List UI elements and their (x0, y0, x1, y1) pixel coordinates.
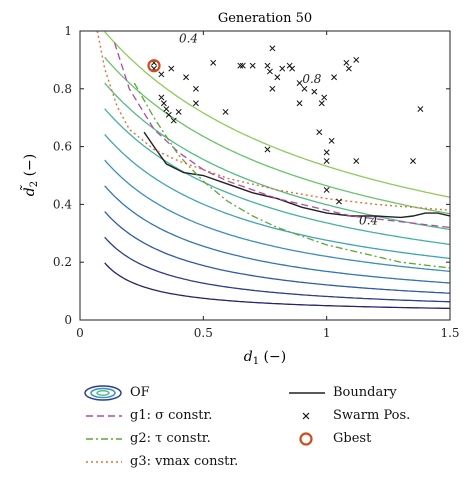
legend-item-boundary: Boundary (285, 382, 397, 404)
swarm-point (336, 198, 342, 205)
legend-label-of: OF (130, 385, 150, 400)
swarm-point (323, 186, 330, 193)
of-contour-line (104, 82, 450, 231)
swarm-point (296, 100, 303, 107)
swarm-point (269, 45, 276, 52)
y-tick-label: 0.8 (53, 82, 72, 96)
swarm-point (343, 59, 350, 66)
swarm-point (353, 158, 360, 165)
swarm-point (237, 62, 244, 69)
swarm-point (296, 80, 303, 86)
swarm-point (323, 149, 330, 156)
swarm-point (316, 129, 323, 136)
swarm-point (249, 62, 256, 69)
plot-frame (79, 30, 451, 321)
swarm-point (279, 65, 286, 72)
swarm-point (222, 108, 229, 115)
legend-label-g3: g3: vmax constr. (130, 454, 239, 469)
swarm-point (163, 106, 170, 112)
x-tick-label: 0 (76, 326, 84, 340)
x-axis-label: d1 (−) (244, 349, 286, 367)
swarm-point (158, 94, 165, 101)
legend-swatch-g2 (86, 438, 122, 440)
swarm-point (328, 137, 335, 144)
x-tick-label: 1 (323, 326, 331, 340)
contour-label: 0.4 (359, 214, 378, 228)
swarm-point (158, 71, 165, 78)
legend-swatch-gbest (299, 432, 313, 446)
y-tick-label: 0.6 (53, 140, 72, 154)
swarm-point (301, 85, 308, 92)
plot-area: 0.4 0.8 0.4 0 0.5 1 1.5 0 0.2 0.4 0.6 0.8 1 (53, 24, 460, 340)
series-line-0 (143, 131, 450, 219)
of-contour-line (104, 211, 450, 294)
swarm-point (318, 100, 325, 107)
legend-label-g2: g2: τ constr. (130, 431, 211, 446)
swarm-point (165, 111, 172, 118)
legend-item-of: OF (82, 382, 150, 404)
swarm-point (410, 158, 416, 165)
x-tick-label: 0.5 (194, 326, 213, 340)
swarm-point (353, 56, 360, 63)
series-line-3 (96, 31, 450, 211)
legend-item-swarm: Swarm Pos. (285, 405, 410, 427)
legend-label-boundary: Boundary (333, 385, 397, 400)
swarm-point (170, 117, 177, 124)
y-axis-label: d̃2 (−) (19, 154, 40, 196)
swarm-point (160, 100, 167, 107)
of-contour-line (104, 31, 450, 198)
contour-label: 0.4 (179, 32, 198, 46)
of-contour-line (104, 185, 450, 284)
legend-item-g1: g1: σ constr. (82, 405, 212, 427)
legend-swatch-g1 (86, 415, 122, 417)
of-contour-line (104, 262, 450, 310)
series-line-2 (133, 82, 450, 269)
series-line-1 (113, 42, 450, 229)
legend-label-swarm: Swarm Pos. (333, 408, 411, 423)
of-contour-line (104, 159, 450, 272)
swarm-point (321, 94, 328, 101)
swarm-point (192, 85, 199, 92)
legend-item-g2: g2: τ constr. (82, 428, 211, 450)
swarm-point (345, 65, 352, 72)
x-tick-label: 1.5 (440, 326, 459, 340)
legend-item-gbest: Gbest (285, 428, 371, 450)
gbest-marker (147, 59, 161, 73)
legend-label-gbest: Gbest (333, 431, 372, 446)
swarm-point (210, 59, 217, 66)
swarm-point (175, 108, 182, 115)
y-tick-label: 0.2 (53, 255, 72, 269)
swarm-point (274, 74, 281, 81)
legend-swatch-g3 (86, 461, 122, 463)
swarm-point (183, 74, 190, 81)
swarm-point (417, 106, 424, 112)
chart-title: Generation 50 (218, 11, 312, 26)
legend-label-g1: g1: σ constr. (130, 408, 213, 423)
swarm-point (192, 100, 199, 107)
legend-swatch-of (84, 385, 122, 401)
swarm-point (264, 146, 271, 153)
legend-item-g3: g3: vmax constr. (82, 451, 238, 473)
swarm-point (168, 65, 175, 72)
y-tick-label: 0.4 (53, 197, 72, 211)
legend-swatch-boundary (289, 392, 325, 394)
y-tick-label: 0 (64, 313, 72, 327)
of-contour-line (104, 108, 450, 246)
swarm-point (331, 74, 338, 81)
swarm-point (239, 62, 246, 69)
swarm-point (269, 85, 276, 92)
swarm-point (264, 62, 271, 69)
of-contour-line (104, 56, 450, 215)
swarm-point (323, 158, 330, 165)
of-contour-line (104, 236, 450, 303)
contour-label: 0.8 (302, 72, 321, 86)
swarm-point (289, 65, 296, 72)
y-tick-label: 1 (64, 24, 72, 38)
of-contour-line (104, 133, 450, 260)
legend-swatch-swarm (302, 412, 310, 420)
swarm-point (311, 88, 318, 95)
swarm-point (266, 68, 273, 75)
